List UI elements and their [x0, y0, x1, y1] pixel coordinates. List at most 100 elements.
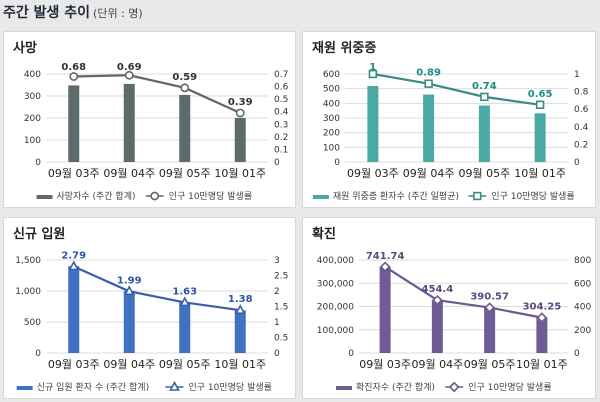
chart-panel-hospitalization: 신규 입원 1,500 1,000 500 0 3 2.5 2 1.5 1 0.5 0 09월 03주 0… [3, 217, 296, 399]
right-tick-label: 0 [274, 349, 280, 359]
x-tick-label: 09월 05주 [159, 358, 211, 371]
right-tick-label: 0.7 [274, 70, 288, 80]
left-tick-label: 0 [334, 158, 340, 168]
right-tick-label: 0.5 [274, 95, 288, 105]
line-point [535, 100, 545, 110]
left-tick-label: 0 [348, 349, 354, 359]
right-tick-label: 0.1 [274, 145, 288, 155]
bar [68, 266, 80, 353]
left-tick-label: 1,500 [15, 256, 41, 266]
data-label: 0.69 [117, 62, 142, 73]
bar [123, 83, 135, 162]
data-label: 0.74 [472, 81, 497, 92]
legend-bar-swatch [336, 386, 352, 390]
page-title-text: 주간 발생 추이 [3, 5, 91, 21]
legend-line-marker [169, 380, 180, 391]
legend-line-marker [448, 381, 460, 393]
line-point [235, 108, 245, 118]
left-tick-label: 400 [24, 70, 41, 80]
right-tick-label: 2.5 [274, 272, 288, 282]
bar [536, 317, 548, 353]
left-tick-label: 200 [323, 129, 340, 139]
line-point [68, 260, 80, 271]
right-tick-label: 3 [274, 256, 280, 266]
data-label: 0.65 [528, 89, 553, 100]
left-tick-label: 100 [323, 143, 340, 153]
x-tick-label: 09월 05주 [159, 167, 211, 180]
x-tick-label: 10월 01주 [214, 167, 266, 180]
line-point [484, 302, 495, 313]
confirmed-chart: 확진 400,000 300,000 200,000 100,000 0 800 600 400… [312, 226, 591, 393]
x-tick-label: 09월 04주 [103, 358, 155, 371]
data-label: 0.89 [416, 68, 441, 79]
chart-panel-critical: 재원 위중증 600 500 400 300 200 100 0 1 0.8 0.6 0.4 0.2 0 0… [302, 31, 596, 208]
left-tick-label: 200 [24, 114, 41, 124]
chart-title: 신규 입원 [13, 227, 65, 242]
x-tick-label: 10월 01주 [516, 358, 568, 371]
right-tick-label: 0.4 [574, 123, 589, 133]
bar [484, 307, 496, 353]
legend-bar-label: 사망자수 (주간 합계) [57, 190, 136, 202]
left-tick-label: 300 [323, 114, 340, 124]
line-point [69, 72, 79, 81]
bar [379, 266, 391, 353]
right-tick-label: 0.6 [574, 105, 589, 115]
left-tick-label: 500 [323, 85, 340, 95]
left-tick-label: 200,000 [317, 303, 354, 313]
right-tick-label: 0.8 [574, 88, 589, 98]
line-point [379, 261, 391, 273]
bar [234, 310, 246, 353]
x-tick-label: 09월 05주 [464, 358, 516, 371]
bar [534, 113, 546, 162]
right-tick-label: 1.5 [274, 303, 288, 313]
line-point [480, 92, 489, 102]
data-label: 0.68 [61, 62, 86, 73]
data-label: 390.57 [470, 292, 509, 303]
legend-bar-swatch [312, 195, 329, 199]
series-line [73, 74, 241, 114]
right-tick-label: 0 [574, 349, 580, 359]
legend-line-label: 인구 10만명당 발생률 [468, 382, 551, 393]
line-point [124, 70, 134, 80]
right-tick-label: 400 [574, 303, 591, 313]
right-tick-label: 600 [574, 279, 591, 289]
right-tick-label: 0.3 [274, 120, 288, 130]
data-label: 1.38 [228, 294, 253, 305]
right-tick-label: 0.4 [274, 108, 289, 118]
bar [431, 299, 443, 353]
line-point [180, 83, 190, 93]
left-tick-label: 400,000 [317, 256, 354, 266]
series-line [384, 265, 543, 319]
x-tick-label: 09월 05주 [459, 167, 511, 180]
data-label: 741.74 [366, 251, 405, 262]
line-point [424, 79, 433, 88]
chart-title: 사망 [13, 40, 37, 56]
series-line [73, 265, 241, 312]
bar [179, 302, 191, 353]
left-tick-label: 0 [35, 158, 41, 168]
right-tick-label: 0.2 [274, 133, 288, 143]
right-tick-label: 800 [574, 256, 591, 266]
left-tick-label: 600 [323, 70, 340, 80]
chart-title: 재원 위중증 [312, 41, 376, 56]
data-label: 2.79 [61, 251, 86, 262]
legend-bar-label: 재원 위중증 환자수 (주간 일평균) [333, 190, 459, 202]
right-tick-label: 200 [574, 326, 591, 336]
right-tick-label: 1 [274, 318, 280, 328]
bar [423, 94, 435, 162]
left-tick-label: 0 [35, 349, 41, 359]
chart-panel-confirmed: 확진 400,000 300,000 200,000 100,000 0 800 600 400… [302, 217, 596, 399]
legend-bar-swatch [36, 195, 53, 199]
right-tick-label: 0.6 [274, 83, 289, 93]
chart-title: 확진 [312, 226, 336, 242]
legend-line-label: 인구 10만명당 발생률 [169, 191, 252, 202]
unit-label: (단위 : 명) [93, 7, 143, 20]
data-label: 454.4 [422, 284, 454, 295]
left-tick-label: 1,000 [15, 287, 41, 297]
x-tick-label: 09월 03주 [359, 358, 411, 371]
bar [179, 94, 191, 162]
left-tick-label: 100 [24, 136, 41, 146]
x-tick-label: 09월 04주 [103, 167, 155, 180]
bar [123, 291, 135, 353]
left-tick-label: 300,000 [317, 279, 354, 289]
